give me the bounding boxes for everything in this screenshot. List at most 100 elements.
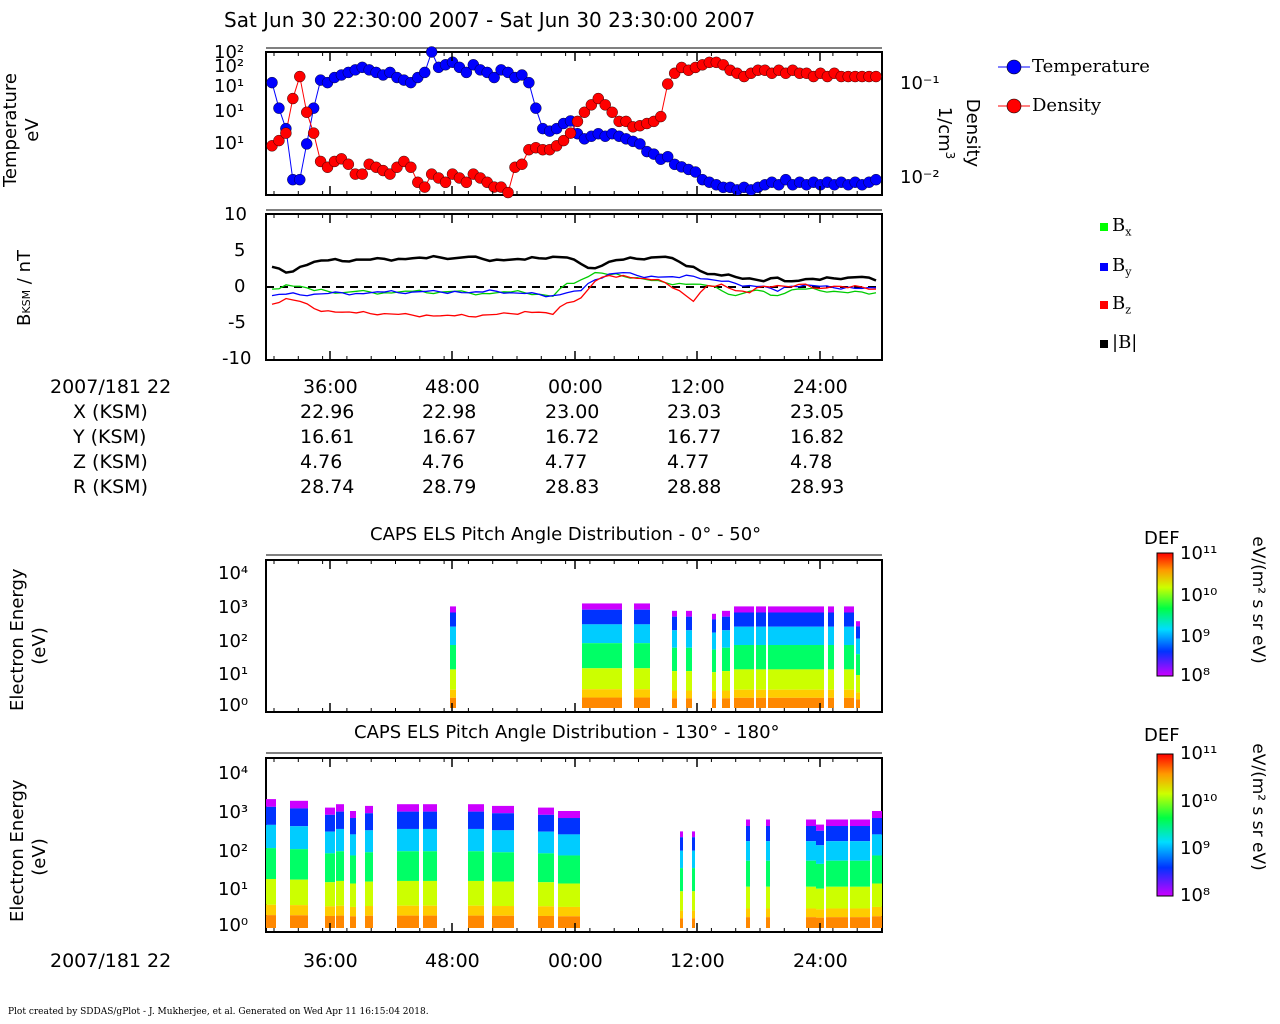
els1-cell [686,647,692,672]
els-spectrogram-0-50 [450,603,860,708]
els2-cell [336,828,344,852]
els1-cell [756,669,766,690]
els2-cell [538,906,554,916]
b-ytick-m10: -10 [222,348,252,369]
ephemeris-value: 23.05 [790,401,845,423]
els2-cell [538,853,554,883]
els1-cell [582,643,622,669]
bottom-time-tick-3: 12:00 [670,950,725,972]
els1-cell [756,697,766,708]
els2-cell [692,918,695,928]
b-series-3 [271,254,877,283]
els2-ytick-3: 10³ [218,802,249,823]
els2-cell [826,917,848,928]
els1-cell [844,645,854,670]
temperature-point [662,150,674,163]
density-point [502,186,514,199]
b-ytick-10: 10 [224,204,247,225]
els1-cell [582,668,622,690]
els1-cell [634,668,650,690]
ephemeris-time-tick-4: 24:00 [793,376,848,398]
els1-cell [712,613,716,620]
els2-cell [816,845,824,864]
els1-cell [686,698,692,708]
cb2-tick-10: 10¹⁰ [1180,791,1218,812]
els2-cell [325,906,335,916]
els2-cell [365,881,373,907]
els1-cell [672,610,677,617]
dens-ytick-0: 10⁻¹ [900,73,940,94]
els2-cell [290,826,308,850]
els1-cell [686,610,692,617]
els2-cell [336,915,344,928]
els2-cell [325,853,335,883]
ephemeris-value: 28.74 [300,476,355,498]
els2-cell [266,904,276,916]
els1-cell [634,609,650,625]
els2-cell [680,850,683,869]
density-point [655,110,667,123]
els1-cell [734,645,754,670]
temperature-point [516,69,528,81]
els1-cell [634,624,650,644]
cb1-tick-11: 10¹¹ [1180,543,1218,564]
els2-cell [266,799,276,807]
els1-cell [450,689,456,698]
els2-cell [692,868,695,892]
els2-cell [806,819,816,827]
density-point [516,158,528,170]
ephemeris-value: 4.77 [667,451,710,473]
els1-cell [450,669,456,690]
els2-cell [365,906,373,916]
cb2-tick-9: 10⁹ [1180,838,1211,859]
els1-cell [722,630,730,648]
legend-bx: Bx [1100,215,1131,239]
els1-cell [712,672,716,692]
els2-cell [290,800,308,809]
els2-cell [290,915,308,928]
els2-cell [336,811,344,829]
els2-cell [423,811,437,829]
els1-cell [712,698,716,708]
els2-cell [850,819,870,827]
els2-cell [826,908,848,918]
els2-cell [325,915,335,928]
els1-ytick-4: 10⁴ [218,563,249,584]
ephemeris-value: 23.03 [667,401,722,423]
dens-ytick-1: 10⁻² [900,167,940,188]
density-point [405,161,417,173]
els1-cell [672,616,677,631]
ephemeris-time-label: 2007/181 22 [50,376,172,398]
els2-cell [468,851,484,881]
els2-cell [365,852,373,882]
colorbar1-units: eV/(m² s sr eV) [1248,536,1268,664]
els2-cell [816,909,824,918]
els2-cell [850,886,870,909]
els1-cell [756,612,766,627]
els1-cell [722,671,730,691]
els2-cell [746,826,750,842]
els2-cell [350,818,356,835]
els1-ylabel-line1: Electron Energy [7,568,28,711]
els2-cell [850,917,870,928]
els1-cell [768,697,824,708]
els1-cell [672,690,677,699]
els2-cell [492,830,514,853]
els1-cell [450,697,456,708]
els2-cell [325,814,335,832]
ephemeris-value: 22.96 [300,401,355,423]
els2-cell [538,814,554,832]
els2-cell [872,818,882,835]
els2-cell [423,905,437,916]
els2-ytick-0: 10⁰ [218,915,249,936]
els1-cell [672,630,677,648]
page-title: Sat Jun 30 22:30:00 2007 - Sat Jun 30 23… [224,8,756,32]
els1-cell [768,669,824,690]
ephemeris-value: 28.88 [667,476,722,498]
els1-cell [686,671,692,691]
els1-cell [582,624,622,644]
els2-cell [350,883,356,907]
els1-cell [856,675,860,693]
els2-cell [850,860,870,887]
els1-cell [634,603,650,610]
